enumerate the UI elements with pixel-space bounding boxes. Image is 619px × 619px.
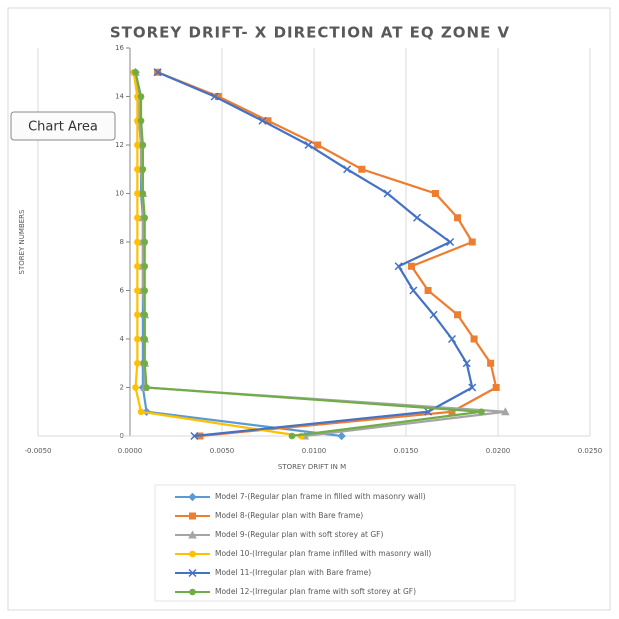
data-point [134,335,141,343]
data-point [141,335,149,343]
data-point [134,262,141,270]
data-point [141,311,149,319]
tooltip-box [10,111,116,141]
data-point [141,214,149,222]
legend-marker [189,512,196,520]
legend-label: Model 12-(Irregular plan frame with soft… [215,587,416,596]
data-point [137,117,145,125]
series-line [157,71,498,438]
data-point [132,68,139,76]
y-tick-label: 2 [120,384,124,392]
data-point [153,68,162,77]
data-point [304,140,313,150]
data-point [343,165,352,174]
data-point [501,407,510,416]
series-line [157,71,474,438]
data-point [134,311,141,319]
data-point [431,190,439,197]
y-tick-label: 4 [120,335,125,343]
data-point [132,384,139,391]
x-tick-label: 0.0250 [578,447,603,455]
data-point [424,287,432,294]
data-point [141,359,149,367]
data-point [383,189,392,198]
data-point [468,238,476,246]
data-point [134,214,141,222]
y-tick-label: 12 [115,141,124,149]
data-point [337,431,346,441]
x-axis-label: STOREY DRIFT IN M [278,463,346,471]
data-point [134,141,141,149]
y-axis-label: STOREY NUMBERS [18,209,26,275]
legend-box [154,484,516,602]
x-tick-label: 0.0200 [486,447,511,455]
data-point [413,213,422,222]
legend-marker [189,588,196,596]
data-point [394,262,403,271]
data-point [314,141,322,149]
legend-marker [188,568,197,578]
data-point [134,165,141,173]
data-point [137,93,145,100]
y-tick-label: 6 [120,287,125,295]
legend-label: Model 7-(Regular plan frame in filled wi… [215,492,426,501]
legend-marker [188,530,197,539]
data-point [447,334,457,344]
plot: -0.0050 0.0000 0.0050 0.0100 0.0150 0.0200 0.0… [24,44,602,596]
data-point [134,359,141,367]
data-point [141,287,149,294]
data-point [454,311,462,319]
y-tick-label: 10 [115,190,124,198]
data-point [478,408,485,416]
data-point [492,384,500,391]
data-point [468,383,477,392]
data-point [134,190,141,197]
data-point [358,165,366,173]
data-point [137,408,145,416]
data-point [139,141,147,149]
x-tick-label: 0.0050 [210,447,235,455]
data-point [139,190,147,197]
data-point [141,238,149,246]
data-point [139,165,147,173]
data-point [190,431,199,441]
legend-label: Model 11-(Irregular plan with Bare frame… [215,568,371,577]
data-point [134,287,141,294]
series-line [134,72,482,438]
data-point [462,359,471,368]
series-line [132,72,302,438]
data-point [288,432,296,440]
x-tick-label: 0.0150 [394,447,419,455]
data-point [424,407,433,416]
data-point [487,359,495,367]
data-point [134,238,141,246]
tooltip: Chart Area [28,120,98,135]
legend-marker [189,550,196,558]
data-point [470,335,478,343]
y-tick-label: 8 [120,238,124,246]
x-tick-label: 0.0000 [118,447,143,455]
data-point [210,92,219,101]
data-point [409,286,418,295]
data-point [454,214,462,222]
data-point [429,310,438,319]
legend-label: Model 8-(Regular plan with Bare frame) [215,511,363,520]
y-tick-label: 14 [115,93,124,101]
legend-label: Model 9-(Regular plan with soft storey a… [215,530,383,539]
x-tick-label: 0.0100 [302,447,327,455]
data-point [446,237,455,247]
data-point [258,116,267,125]
data-point [408,262,416,270]
legend-marker [188,492,197,502]
data-point [143,384,150,391]
chart-title: STOREY DRIFT- X DIRECTION AT EQ ZONE V [110,24,510,42]
x-tick-label: -0.0050 [24,447,51,455]
legend-label: Model 10-(Irregular plan frame infilled … [215,549,431,558]
data-point [141,262,149,270]
y-tick-label: 16 [115,44,124,52]
